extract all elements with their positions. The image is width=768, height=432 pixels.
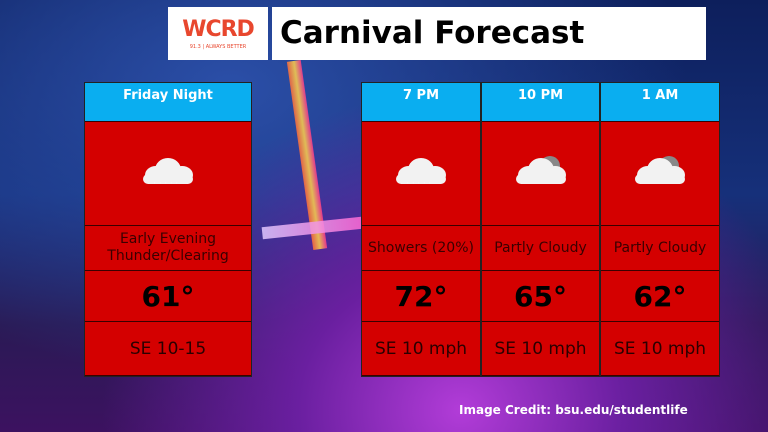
partly-cloudy-night-icon [633, 155, 687, 192]
temperature: 65° [482, 271, 599, 322]
cloud-rain-icon: ˙˙˙˙˙ [141, 156, 195, 192]
page-title: Carnival Forecast [272, 7, 706, 60]
conditions-text: Showers (20%) [362, 226, 480, 271]
temperature: 62° [601, 271, 719, 322]
weather-icon-cell: ˙˙˙˙˙ [85, 122, 251, 226]
weather-icon-cell [482, 122, 599, 226]
cloud-rain-icon: ˙˙˙˙˙ [394, 156, 448, 192]
wind: SE 10 mph [482, 322, 599, 376]
period-label: 1 AM [601, 83, 719, 122]
wind: SE 10-15 [85, 322, 251, 376]
image-credit: Image Credit: bsu.edu/studentlife [459, 403, 688, 417]
wind: SE 10 mph [601, 322, 719, 376]
temperature: 61° [85, 271, 251, 322]
conditions-text: Partly Cloudy [482, 226, 599, 271]
logo-wordmark: WCRD [182, 17, 255, 42]
period-label: 10 PM [482, 83, 599, 122]
forecast-column: Friday Night ˙˙˙˙˙ Early Evening Thunder… [84, 82, 252, 377]
weather-icon-cell: ˙˙˙˙˙ [362, 122, 480, 226]
weather-icon-cell [601, 122, 719, 226]
period-label: 7 PM [362, 83, 480, 122]
forecast-column: 7 PM ˙˙˙˙˙ Showers (20%) 72° SE 10 mph [361, 82, 481, 377]
partly-cloudy-night-icon [514, 155, 568, 192]
station-logo: WCRD 91.3 | ALWAYS BETTER [168, 7, 268, 60]
temperature: 72° [362, 271, 480, 322]
conditions-text: Early Evening Thunder/Clearing [85, 226, 251, 271]
conditions-text: Partly Cloudy [601, 226, 719, 271]
forecast-column: 10 PM Partly Cloudy 65° SE 10 mph [481, 82, 600, 377]
period-label: Friday Night [85, 83, 251, 122]
forecast-column: 1 AM Partly Cloudy 62° SE 10 mph [600, 82, 720, 377]
wind: SE 10 mph [362, 322, 480, 376]
logo-tagline: 91.3 | ALWAYS BETTER [189, 44, 247, 50]
